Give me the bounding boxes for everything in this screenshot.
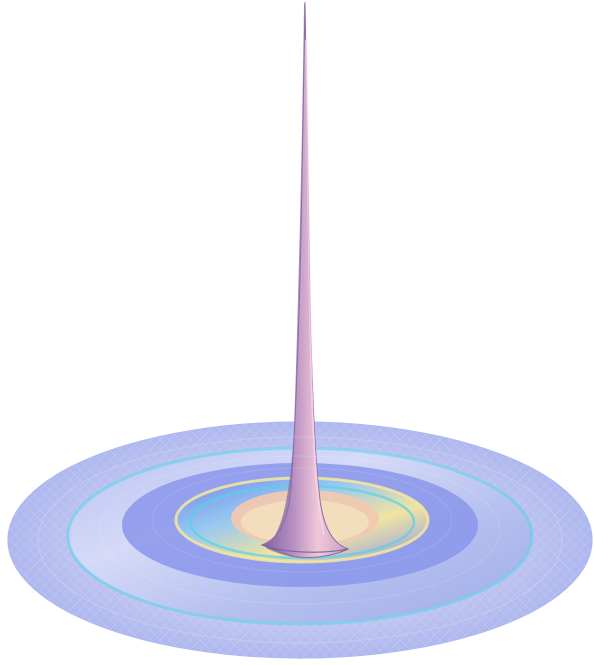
contour-line-3 xyxy=(151,467,453,573)
contour-line-1 xyxy=(37,436,563,644)
spike-base-lip xyxy=(261,544,349,553)
contour-line-2 xyxy=(99,455,501,605)
spike-highlight xyxy=(305,39,325,536)
